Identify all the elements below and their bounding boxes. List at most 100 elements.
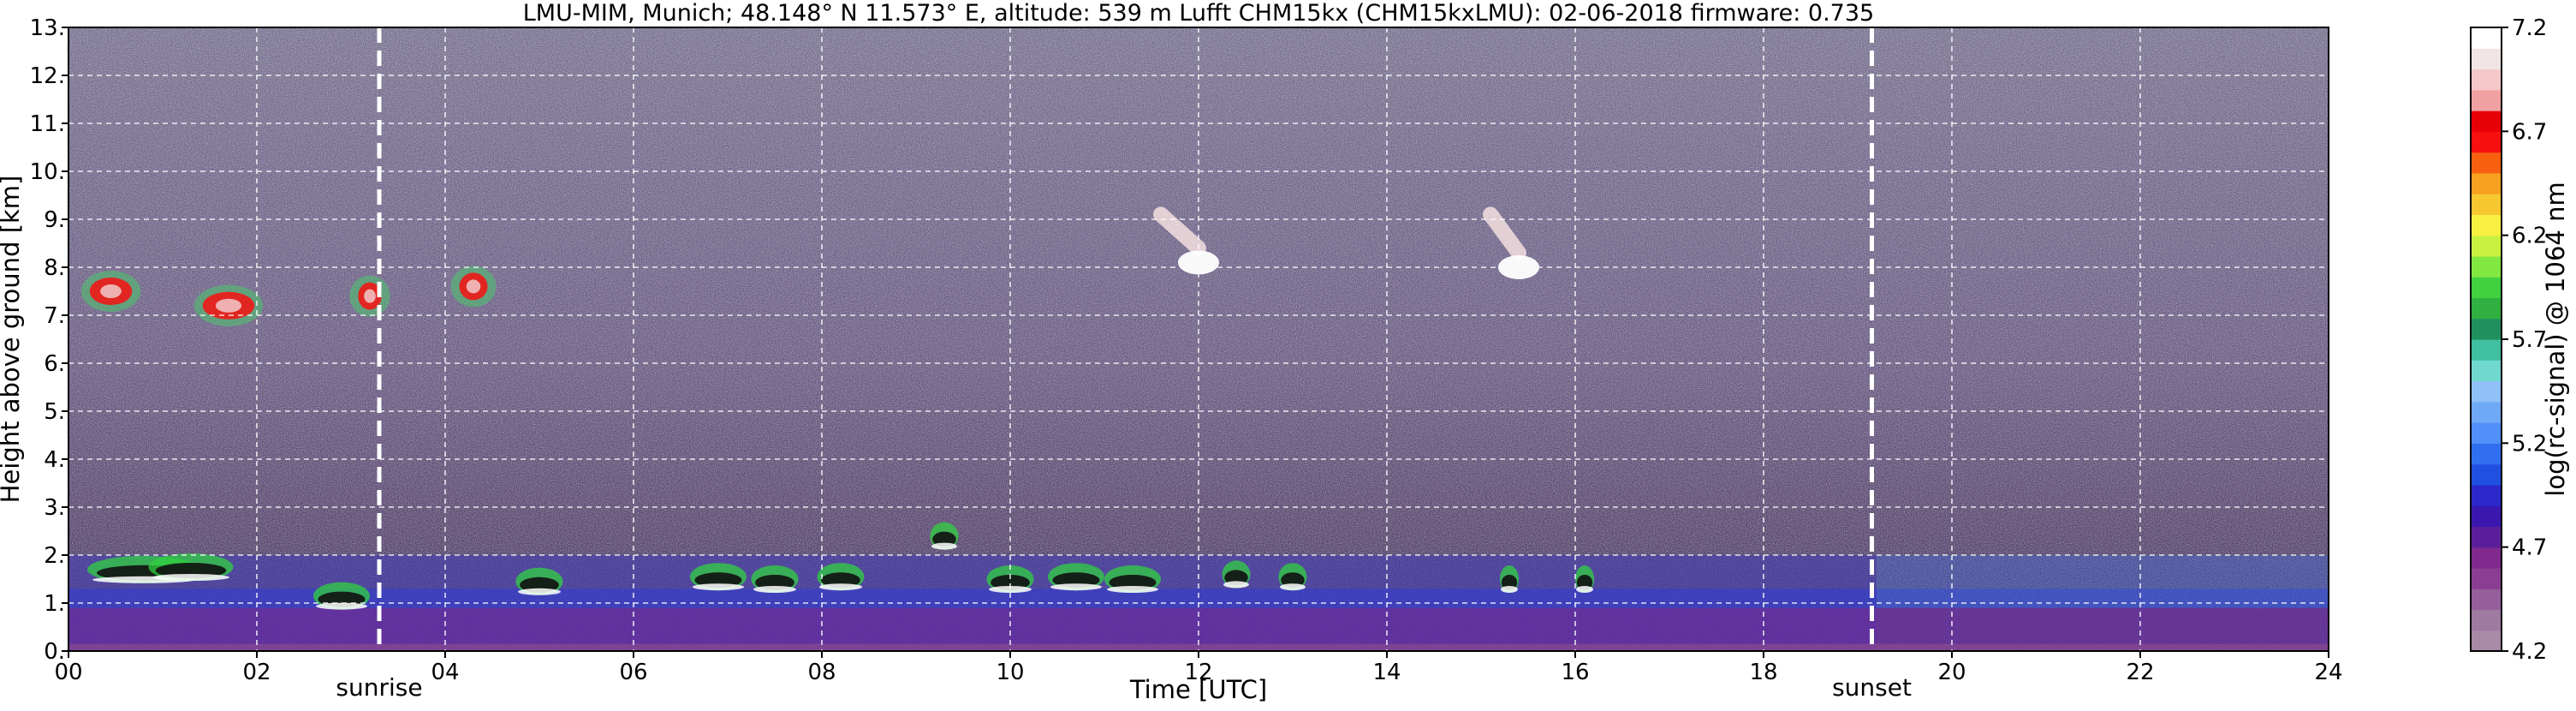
x-tick-label: 10 [996, 660, 1024, 685]
colorbar-band [2471, 235, 2502, 257]
y-tick-label: 6. [44, 351, 65, 377]
low-cloud-edge [989, 586, 1032, 593]
colorbar-band [2471, 630, 2502, 652]
grid-lines [68, 27, 2329, 651]
low-cloud-edge [693, 583, 744, 591]
colorbar-band [2471, 194, 2502, 215]
colorbar-ticks: 4.2 4.7 5.2 5.7 6.2 6.7 7.2 [2502, 15, 2547, 665]
colorbar-band [2471, 484, 2502, 506]
colorbar-bands [2471, 27, 2502, 652]
cirrus-streak [1483, 206, 1526, 261]
low-cloud-edge [819, 583, 862, 591]
colorbar-tick-label: 5.7 [2512, 327, 2547, 353]
colorbar-band [2471, 609, 2502, 631]
x-tick-label: 18 [1749, 660, 1777, 685]
colorbar-band [2471, 89, 2502, 111]
low-cloud-edge [753, 586, 796, 593]
y-tick-label: 3. [44, 495, 65, 521]
colorbar-band [2471, 422, 2502, 444]
cirrus-head [1178, 250, 1219, 275]
x-tick-label: 14 [1372, 660, 1401, 685]
colorbar-band [2471, 48, 2502, 70]
colorbar-band [2471, 360, 2502, 382]
event-label-sunset: sunset [1832, 673, 1912, 702]
low-cloud-edge [152, 574, 229, 581]
colorbar-tick-label: 6.7 [2512, 119, 2547, 145]
colorbar-band [2471, 27, 2502, 49]
chart-title: LMU-MIM, Munich; 48.148° N 11.573° E, al… [523, 0, 1874, 27]
x-tick-label: 12 [1184, 660, 1212, 685]
event-markers: sunrise sunset [336, 27, 1912, 702]
colorbar-band [2471, 69, 2502, 91]
y-axis-label: Height above ground [km] [0, 176, 25, 504]
x-tick-label: 02 [242, 660, 271, 685]
y-tick-label: 2. [44, 543, 65, 569]
low-cloud-edge [931, 542, 957, 550]
low-cloud-edge [1107, 586, 1158, 593]
colorbar-band [2471, 463, 2502, 486]
colorbar-band [2471, 214, 2502, 236]
y-tick-label: 7. [44, 303, 65, 329]
y-tick-label: 5. [44, 399, 65, 425]
colorbar-band [2471, 318, 2502, 340]
colorbar-band [2471, 152, 2502, 174]
colorbar-tick-label: 4.2 [2512, 639, 2547, 665]
x-tick-label: 08 [807, 660, 836, 685]
colorbar-band [2471, 567, 2502, 589]
colorbar-band [2471, 131, 2502, 153]
colorbar: 4.2 4.7 5.2 5.7 6.2 6.7 7.2 log(rc-signal) @ 1… [2470, 15, 2570, 665]
y-tick-label: 11. [30, 111, 65, 137]
colorbar-band [2471, 297, 2502, 320]
colorbar-band [2471, 547, 2502, 569]
colorbar-band [2471, 339, 2502, 361]
low-cloud-edge [316, 602, 367, 610]
bl-band-ground [68, 643, 2329, 651]
event-label-sunrise: sunrise [336, 673, 422, 702]
y-tick-label: 12. [30, 63, 65, 89]
mid-cloud-center [215, 298, 242, 313]
colorbar-tick-label: 7.2 [2512, 15, 2547, 41]
x-tick-label: 22 [2126, 660, 2154, 685]
colorbar-band [2471, 505, 2502, 527]
cirrus-streak [1153, 206, 1206, 256]
low-cloud-edge [1280, 583, 1306, 591]
y-tick-label: 10. [30, 159, 65, 185]
colorbar-band [2471, 401, 2502, 423]
y-tick-label: 8. [44, 255, 65, 281]
y-tick-label: 13. [30, 15, 65, 41]
x-axis-label: Time [UTC] [1129, 675, 1267, 704]
x-tick-label: 16 [1561, 660, 1589, 685]
colorbar-band [2471, 443, 2502, 465]
y-axis-ticks: 0. 1. 2. 3. 4. 5. 6. 7. 8. 9. 10. 11. 12. 13. [30, 15, 68, 665]
y-tick-label: 1. [44, 591, 65, 617]
x-tick-label: 20 [1937, 660, 1966, 685]
colorbar-band [2471, 526, 2502, 548]
colorbar-label: log(rc-signal) @ 1064 nm [2541, 182, 2570, 496]
x-tick-label: 06 [619, 660, 647, 685]
colorbar-band [2471, 380, 2502, 403]
low-cloud-edge [518, 588, 561, 595]
x-tick-label: 00 [54, 660, 82, 685]
y-tick-label: 9. [44, 207, 65, 233]
colorbar-band [2471, 277, 2502, 299]
mid-cloud-center [100, 284, 122, 298]
colorbar-band [2471, 111, 2502, 132]
low-cloud-edge [1576, 586, 1593, 593]
colorbar-tick-label: 6.2 [2512, 224, 2547, 249]
x-tick-label: 04 [431, 660, 459, 685]
colorbar-band [2471, 255, 2502, 278]
low-cloud-edge [1050, 583, 1102, 591]
bl-band-evening [1877, 555, 2329, 608]
y-tick-label: 4. [44, 447, 65, 473]
mid-cloud-center [364, 289, 376, 303]
y-tick-label: 0. [44, 639, 65, 665]
low-cloud-edge [1501, 586, 1518, 593]
x-tick-label: 24 [2314, 660, 2342, 685]
mid-cloud-center [466, 279, 481, 294]
colorbar-band [2471, 589, 2502, 611]
colorbar-tick-label: 4.7 [2512, 535, 2547, 561]
colorbar-tick-label: 5.2 [2512, 431, 2547, 457]
colorbar-band [2471, 172, 2502, 194]
